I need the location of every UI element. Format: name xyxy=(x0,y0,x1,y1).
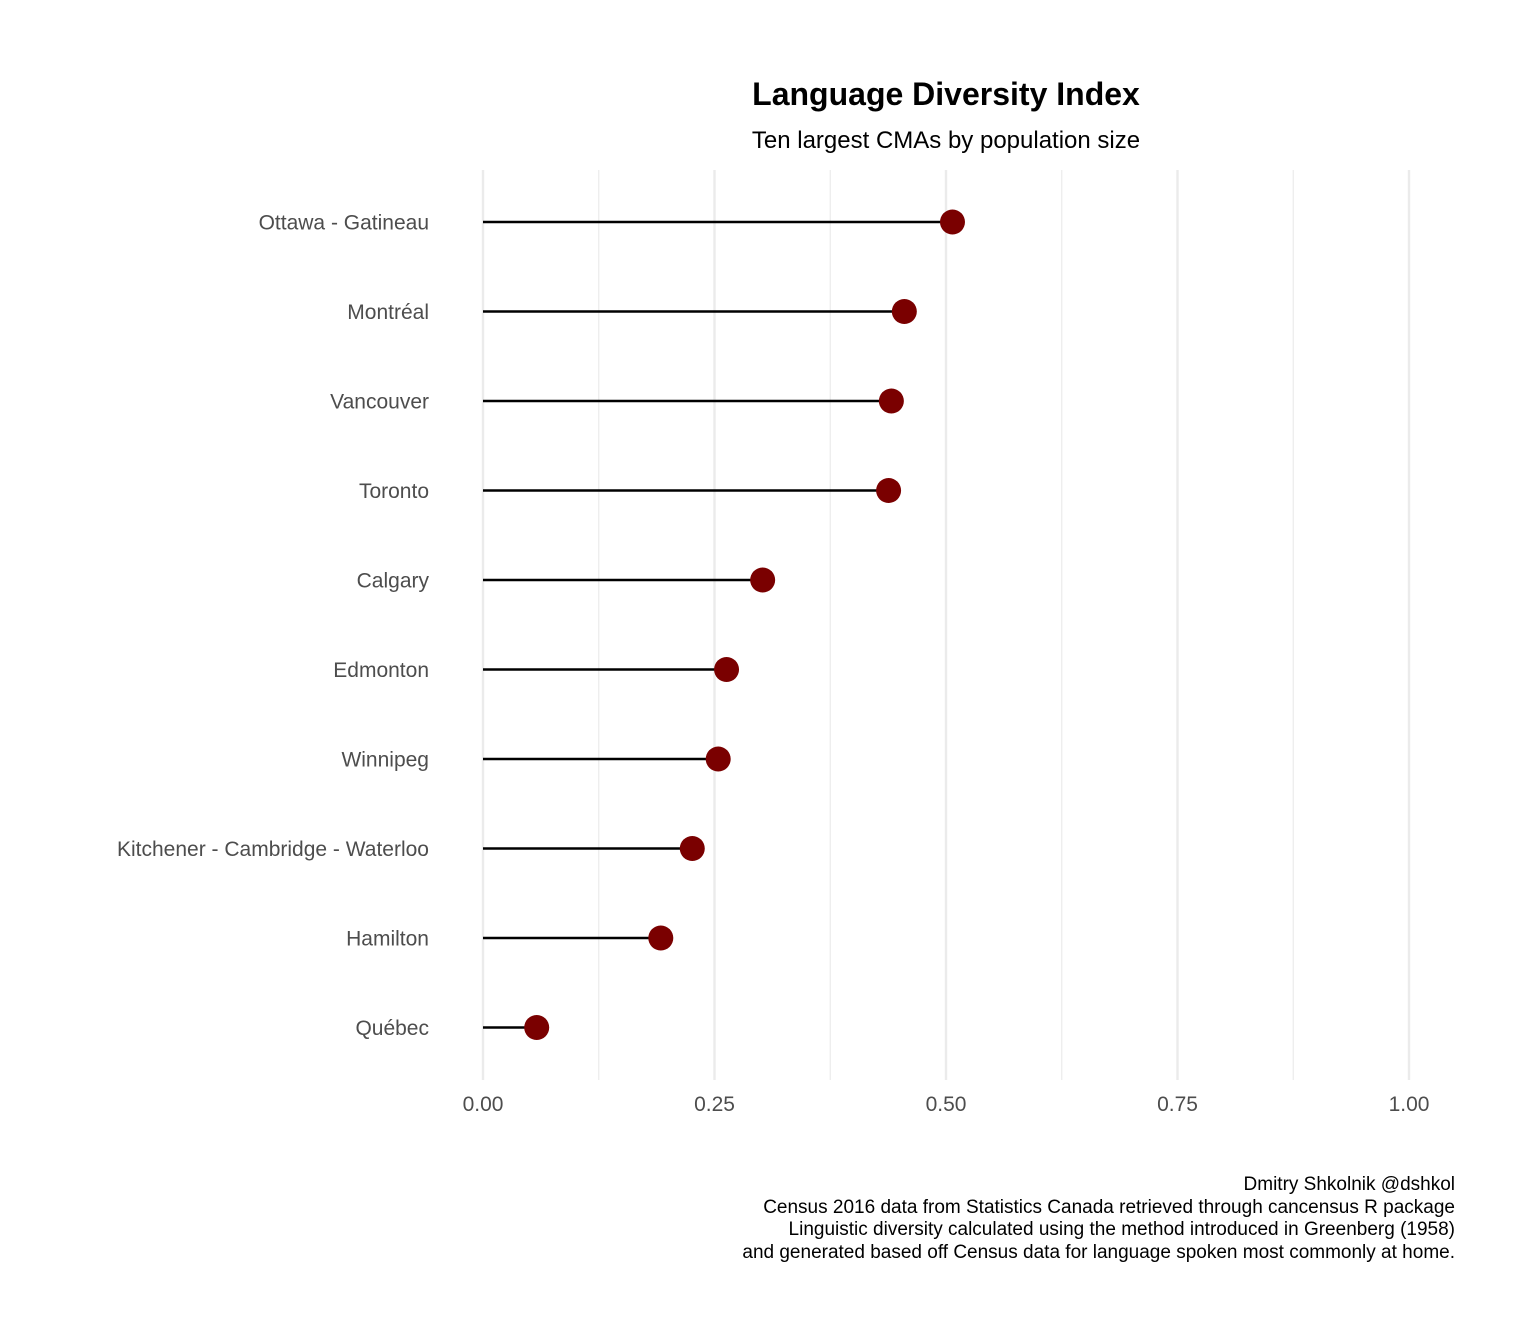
stem-layer xyxy=(483,220,953,1029)
caption-line: Dmitry Shkolnik @dshkol xyxy=(1244,1174,1455,1195)
lollipop-point xyxy=(648,925,674,951)
x-tick-label: 0.50 xyxy=(926,1093,967,1116)
category-label: Hamilton xyxy=(346,928,429,951)
chart-title: Language Diversity Index xyxy=(752,76,1140,112)
x-tick-label: 1.00 xyxy=(1389,1093,1430,1116)
x-tick-label: 0.00 xyxy=(463,1093,504,1116)
category-labels: Ottawa - Gatineau Montréal Vancouver Toront… xyxy=(117,212,430,1041)
lollipop-point xyxy=(524,1015,550,1040)
lollipop-point xyxy=(679,836,705,861)
lollipop-point xyxy=(878,388,904,414)
lollipop-point xyxy=(876,478,902,503)
lollipop-point xyxy=(705,746,731,772)
category-label: Vancouver xyxy=(330,391,429,414)
x-tick-label: 0.25 xyxy=(694,1093,735,1116)
point-layer xyxy=(524,209,965,1040)
lollipop-point xyxy=(939,209,965,235)
category-label: Winnipeg xyxy=(341,749,429,772)
lollipop-point xyxy=(750,567,776,593)
lollipop-point xyxy=(714,657,740,682)
x-tick-labels: 0.00 0.25 0.50 0.75 1.00 xyxy=(463,1093,1430,1116)
grid-layer xyxy=(481,170,1411,1080)
lollipop-point xyxy=(891,299,917,324)
category-label: Kitchener - Cambridge - Waterloo xyxy=(117,838,429,861)
category-label: Québec xyxy=(355,1017,429,1040)
category-label: Ottawa - Gatineau xyxy=(259,212,429,235)
chart-subtitle: Ten largest CMAs by population size xyxy=(752,127,1140,154)
caption-line: Census 2016 data from Statistics Canada … xyxy=(763,1197,1455,1218)
caption-line: Linguistic diversity calculated using th… xyxy=(789,1219,1455,1240)
category-label: Edmonton xyxy=(333,659,429,682)
category-label: Calgary xyxy=(357,570,430,593)
category-label: Montréal xyxy=(347,301,429,324)
x-tick-label: 0.75 xyxy=(1157,1093,1198,1116)
category-label: Toronto xyxy=(359,480,429,503)
chart-caption: Dmitry Shkolnik @dshkol Census 2016 data… xyxy=(742,1174,1455,1263)
caption-line: and generated based off Census data for … xyxy=(742,1242,1455,1263)
